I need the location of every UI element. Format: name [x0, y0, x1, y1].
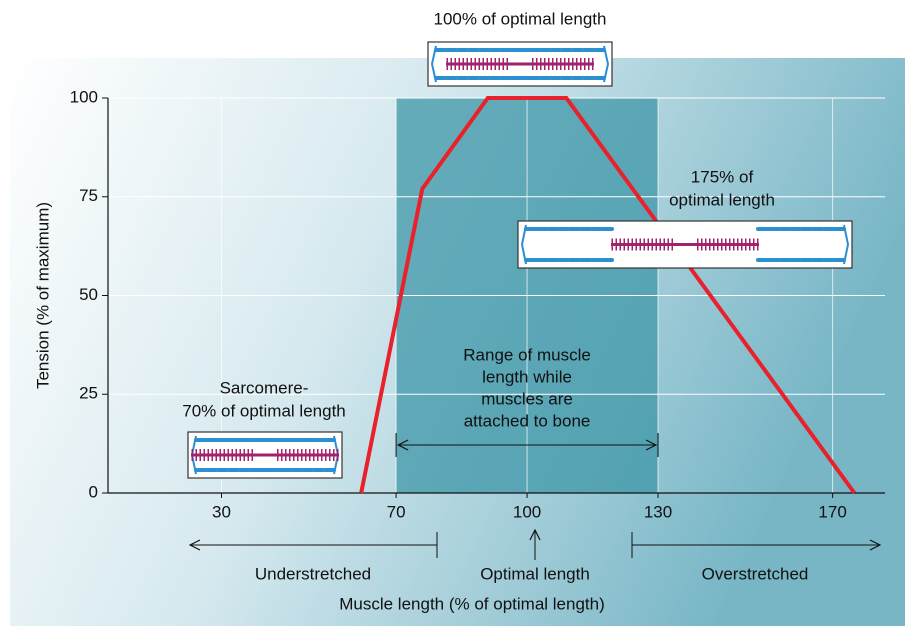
y-tick-label: 25 [79, 384, 98, 403]
annotation: attached to bone [464, 411, 591, 430]
y-tick-label: 50 [79, 285, 98, 304]
z-line [843, 224, 850, 265]
region-label: Optimal length [480, 564, 590, 583]
annotation: muscles are [481, 389, 573, 408]
y-tick-label: 75 [79, 186, 98, 205]
annotation: optimal length [669, 190, 775, 209]
y-axis-title: Tension (% of maximum) [33, 202, 52, 389]
z-line [520, 224, 527, 265]
x-tick-label: 70 [387, 502, 406, 521]
x-axis-title: Muscle length (% of optimal length) [339, 594, 605, 613]
x-tick-label: 30 [212, 502, 231, 521]
annotation: 175% of [691, 167, 754, 186]
region-label: Overstretched [702, 564, 809, 583]
z-line [430, 45, 437, 83]
x-tick-label: 130 [644, 502, 672, 521]
x-tick-label: 100 [513, 502, 541, 521]
sarcomere-diagram [517, 220, 853, 269]
annotation: length while [482, 367, 572, 386]
sarcomere-diagram [187, 431, 343, 479]
annotation: Range of muscle [463, 345, 591, 364]
x-tick-label: 170 [818, 502, 846, 521]
z-line [603, 45, 610, 83]
annotation: 70% of optimal length [182, 401, 346, 420]
y-tick-label: 100 [70, 87, 98, 106]
sarcomere-diagram [427, 41, 613, 87]
region-label: Understretched [255, 564, 371, 583]
annotation: Sarcomere- [220, 378, 309, 397]
annotation: 100% of optimal length [434, 9, 607, 28]
y-tick-label: 0 [89, 482, 98, 501]
